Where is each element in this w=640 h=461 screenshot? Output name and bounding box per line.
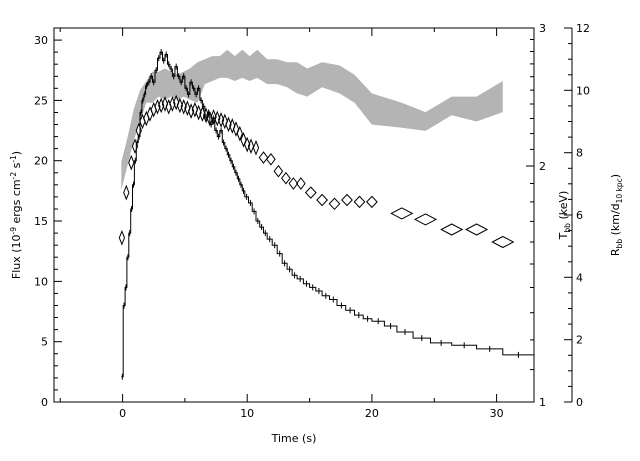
x-tick-label: 20 [365, 407, 379, 420]
flux-step-layer [121, 49, 534, 380]
temperature-point [465, 223, 489, 236]
y3-ticks: 0 2 4 6 8 10 12 [564, 22, 590, 409]
y2-tick-label: 3 [539, 22, 546, 35]
temperature-point [413, 213, 438, 226]
temperature-point [131, 138, 139, 155]
temperature-point [236, 125, 243, 142]
temperature-point [366, 195, 378, 209]
temperature-point [304, 186, 317, 199]
x-tick-label: 10 [240, 407, 254, 420]
temperature-point [252, 139, 260, 156]
radius-band-layer [121, 49, 503, 191]
temperature-point [240, 131, 247, 148]
temperature-point [210, 109, 217, 125]
y-tick-label: 15 [34, 215, 48, 228]
y3-axis-title: Rbb (km/d10 kpc) [609, 174, 624, 256]
temperature-point [191, 101, 199, 118]
temperature-point [281, 171, 291, 185]
y3-tick-label: 8 [576, 147, 583, 160]
temperature-point [273, 164, 284, 178]
y-tick-label: 5 [41, 336, 48, 349]
temperature-point [221, 113, 228, 130]
temperature-point [341, 193, 353, 207]
temperature-point [328, 197, 341, 211]
temperature-diamond-layer [118, 94, 515, 249]
temperature-point [118, 229, 126, 246]
temperature-point [440, 223, 464, 236]
y3-tick-label: 4 [576, 271, 583, 284]
temperature-point [146, 106, 154, 122]
temperature-point [244, 136, 251, 153]
temperature-point [296, 177, 306, 190]
y2-tick-label: 2 [539, 160, 546, 173]
temperature-point [258, 151, 269, 164]
radius-band [121, 49, 503, 191]
temperature-point [217, 112, 225, 128]
y3-tick-label: 12 [576, 22, 590, 35]
y-axis-title: Flux (10-9 ergs cm-2 s-1) [9, 151, 23, 279]
temperature-point [128, 154, 135, 171]
plot-frame [53, 27, 535, 403]
y3-tick-label: 6 [576, 209, 583, 222]
y-tick-label: 20 [34, 155, 48, 168]
temperature-point [180, 98, 187, 115]
temperature-point [184, 100, 191, 117]
temperature-point [195, 104, 202, 121]
y-tick-label: 0 [41, 396, 48, 409]
x-axis-title: Time (s) [271, 432, 317, 445]
y3-tick-label: 0 [576, 396, 583, 409]
x-ticks: 0 10 20 30 [59, 28, 504, 420]
temperature-point [225, 116, 232, 133]
temperature-point [176, 97, 184, 114]
temperature-point [288, 177, 299, 190]
temperature-point [199, 106, 206, 122]
y2-axis-title: Tbb (keV) [557, 191, 572, 241]
temperature-point [232, 121, 240, 137]
temperature-point [214, 110, 221, 127]
y2-ticks: 1 2 3 [526, 22, 546, 409]
temperature-point [202, 107, 210, 124]
temperature-point [135, 122, 142, 139]
x-tick-label: 0 [119, 407, 126, 420]
y3-tick-label: 10 [576, 84, 590, 97]
y3-tick-label: 2 [576, 334, 583, 347]
temperature-point [266, 152, 276, 166]
temperature-point [123, 184, 130, 201]
temperature-point [316, 193, 328, 207]
temperature-point [491, 235, 515, 249]
y-tick-label: 10 [34, 275, 48, 288]
temperature-point [353, 195, 366, 209]
y-tick-label: 25 [34, 94, 48, 107]
temperature-point [173, 94, 180, 111]
y2-tick-label: 1 [539, 396, 546, 409]
temperature-point [390, 207, 414, 220]
temperature-point [161, 96, 169, 112]
temperature-point [229, 118, 236, 134]
y-tick-label: 30 [34, 34, 48, 47]
y-ticks: 0 5 10 15 20 25 30 [34, 34, 62, 409]
temperature-point [247, 138, 255, 155]
x-tick-label: 30 [490, 407, 504, 420]
